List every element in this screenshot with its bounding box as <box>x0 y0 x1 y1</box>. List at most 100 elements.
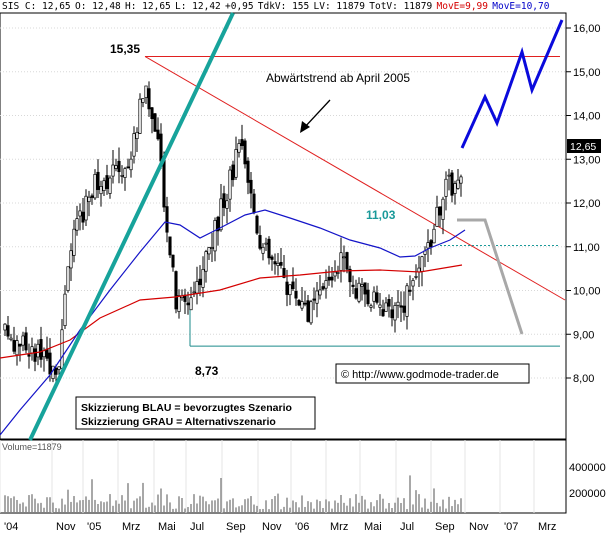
x-tick-label: '07 <box>504 521 518 533</box>
candle-body <box>339 252 343 271</box>
candle-body <box>369 305 373 308</box>
y-tick-label: 11,00 <box>573 242 600 254</box>
legend-gray-text: Skizzierung GRAU = Alternativszenario <box>81 416 276 428</box>
low-label: 8,73 <box>195 364 219 378</box>
candle-body <box>273 261 277 265</box>
candle-body <box>48 352 52 375</box>
candle-body <box>18 343 22 347</box>
candle-body <box>351 284 355 287</box>
candle-body <box>9 337 13 340</box>
candle-body <box>177 295 181 312</box>
candle-body <box>237 143 241 153</box>
x-tick-label: Nov <box>262 521 282 533</box>
candle-body <box>189 297 193 311</box>
candle-body <box>318 289 322 296</box>
candle-body <box>408 289 412 292</box>
downtrend-line <box>144 56 566 301</box>
candle-body <box>366 289 370 305</box>
candle-body <box>99 186 103 195</box>
volume-label: Volume=11879 <box>2 442 62 452</box>
candle-body <box>387 299 391 307</box>
candle-body <box>453 183 457 194</box>
candle-body <box>75 218 79 231</box>
candle-body <box>249 179 253 194</box>
candle-body <box>231 164 235 181</box>
candle-body <box>447 174 451 177</box>
candle-body <box>195 281 199 294</box>
candle-body <box>426 242 430 249</box>
candle-body <box>435 206 439 227</box>
candle-body <box>174 271 178 310</box>
candle-body <box>210 247 214 249</box>
x-axis-labels: '04 Nov '05 Mrz Mai Jul Sep Nov '06 Mrz Mai Jul Sep N… <box>0 440 556 533</box>
candle-body <box>279 261 283 266</box>
candle-body <box>327 276 331 281</box>
candle-body <box>150 107 154 120</box>
candle-body <box>333 271 337 277</box>
candle-body <box>69 250 73 269</box>
candle-body <box>354 288 358 299</box>
header-quote: SIS C: 12,65 O: 12,48 H: 12,65 L: 12,42 +0,9… <box>2 1 550 12</box>
candle-body <box>246 160 250 183</box>
header-item-1: O: 12,48 <box>75 1 121 12</box>
candle-body <box>234 149 238 178</box>
candle-body <box>450 172 454 196</box>
candle-body <box>171 254 175 268</box>
y-tick-label: 13,00 <box>573 154 601 166</box>
candle-body <box>66 266 70 291</box>
candle-body <box>219 198 223 231</box>
y-tick-label: 8,00 <box>573 373 594 385</box>
candle-body <box>309 301 313 324</box>
candle-body <box>297 299 301 306</box>
candle-body <box>411 280 415 287</box>
candle-body <box>372 291 376 302</box>
candle-body <box>168 236 172 256</box>
candle-body <box>201 269 205 288</box>
candle-body <box>402 305 406 313</box>
header-item-2: H: 12,65 <box>125 1 171 12</box>
scenario-overlays <box>28 12 564 441</box>
candle-body <box>432 228 436 244</box>
candle-body <box>459 176 463 184</box>
copyright-text: © http://www.godmode-trader.de <box>341 369 499 381</box>
x-tick-label: Mai <box>364 521 382 533</box>
candle-body <box>108 177 112 194</box>
candle-body <box>324 280 328 289</box>
y-tick-label: 10,00 <box>573 286 601 298</box>
candle-body <box>315 290 319 304</box>
x-tick-label: '05 <box>87 521 101 533</box>
y-tick-label: 9,00 <box>573 329 594 341</box>
candle-body <box>198 278 202 286</box>
candle-body <box>261 246 265 254</box>
candle-body <box>228 169 232 200</box>
candle-body <box>252 193 256 214</box>
candle-body <box>330 276 334 281</box>
candle-body <box>111 164 115 177</box>
candle-body <box>159 133 163 162</box>
candle-body <box>84 195 88 221</box>
volume-tick-200k: 200000 <box>569 488 606 500</box>
candle-body <box>102 180 106 191</box>
candle-body <box>120 175 124 177</box>
x-tick-label: Mrz <box>538 521 556 533</box>
volume-panel-frame <box>0 439 567 514</box>
candle-body <box>384 302 388 312</box>
candle-body <box>300 301 304 309</box>
high-label: 15,35 <box>110 42 140 56</box>
candle-body <box>360 284 364 287</box>
candle-body <box>243 140 247 165</box>
x-tick-label: Jul <box>190 521 204 533</box>
candle-body <box>90 195 94 198</box>
candle-body <box>213 220 217 252</box>
candle-body <box>33 348 37 362</box>
candle-body <box>24 332 28 351</box>
candle-body <box>6 325 10 337</box>
candle-body <box>444 178 448 197</box>
x-tick-label: Mrz <box>330 521 348 533</box>
candle-body <box>57 366 61 370</box>
candle-body <box>93 174 97 199</box>
blue-scenario-path <box>460 19 564 149</box>
candle-body <box>36 343 40 358</box>
trend-arrow <box>303 99 331 129</box>
candle-body <box>456 179 460 189</box>
